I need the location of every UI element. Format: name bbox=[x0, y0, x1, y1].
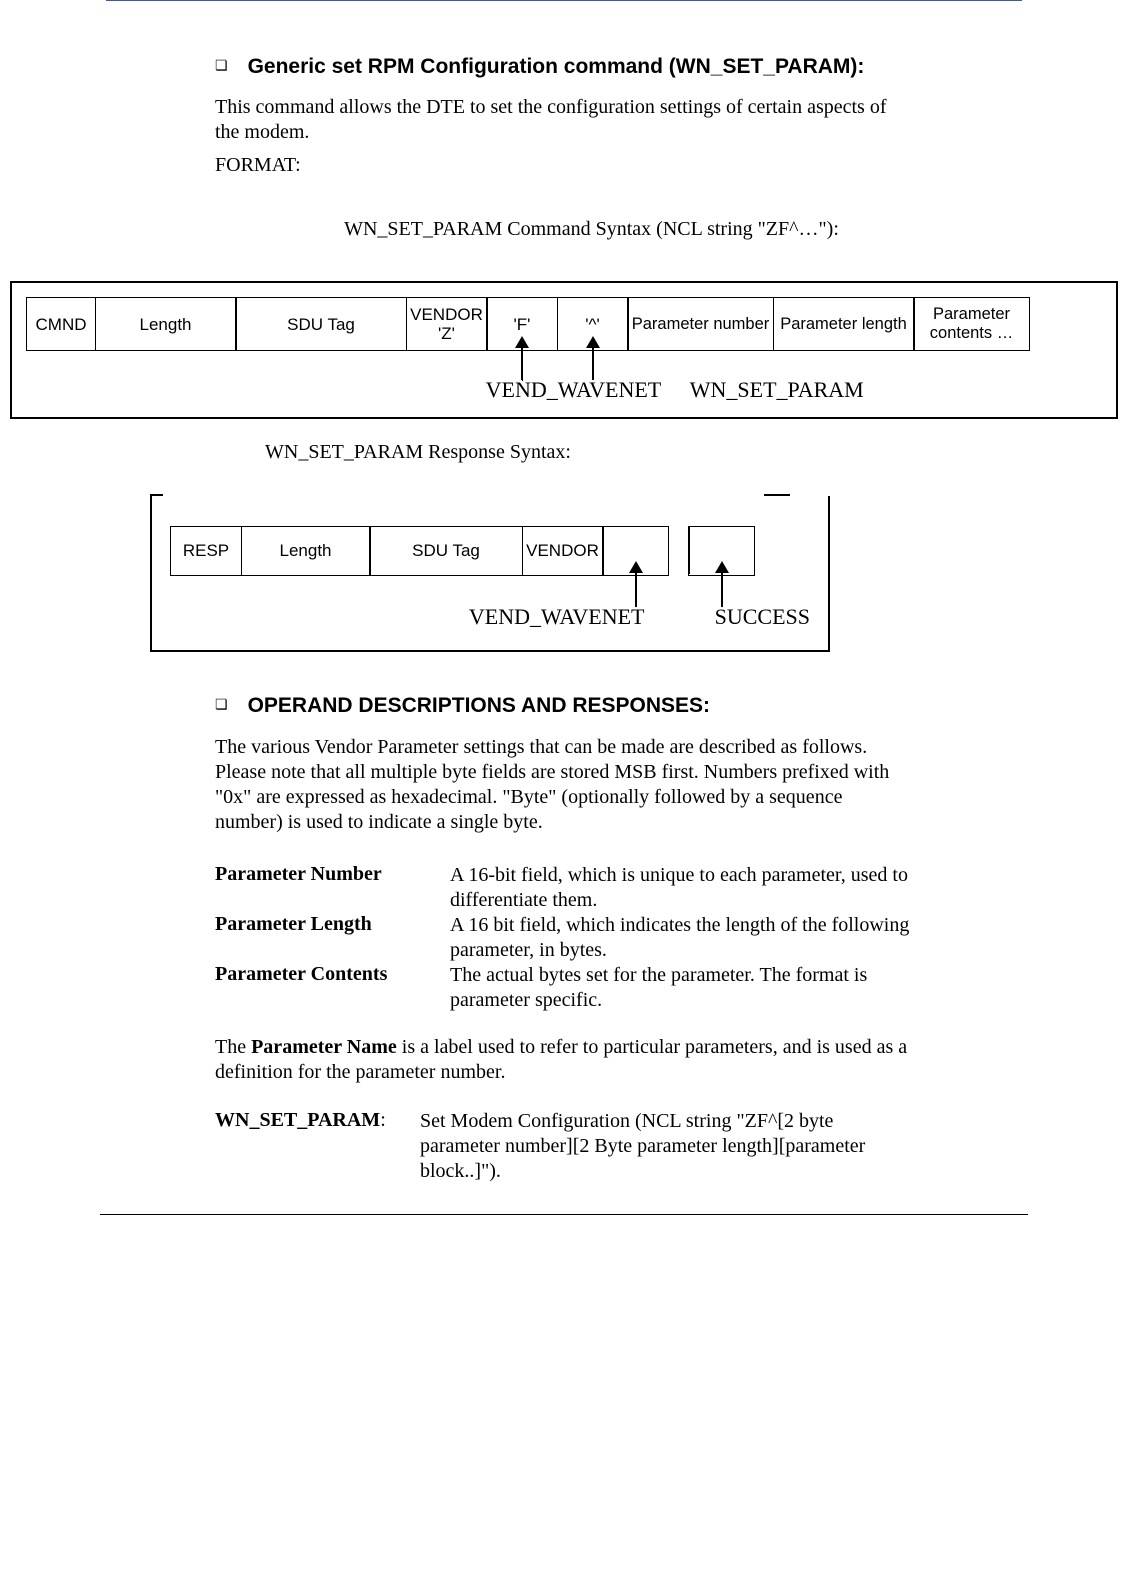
resp-cell-gap bbox=[668, 526, 690, 574]
command-defs: WN_SET_PARAM: Set Modem Configuration (N… bbox=[215, 1109, 913, 1184]
parameter-name-para: The Parameter Name is a label used to re… bbox=[215, 1035, 913, 1085]
cmd-cell-param-number: Parameter number bbox=[627, 297, 774, 351]
def-desc: A 16 bit field, which indicates the leng… bbox=[450, 913, 913, 963]
resp-cell-blank2 bbox=[688, 526, 755, 576]
cmd-label-vend: VEND_WAVENET bbox=[241, 377, 661, 403]
def-desc: A 16-bit field, which is unique to each … bbox=[450, 863, 913, 913]
def2-label-colon: : bbox=[380, 1109, 386, 1131]
cmd-cell-cmnd: CMND bbox=[26, 297, 96, 351]
def-label: Parameter Contents bbox=[215, 963, 450, 1013]
cmd-cell-length: Length bbox=[95, 297, 237, 351]
resp-label-vend: VEND_WAVENET bbox=[235, 604, 645, 630]
section1-heading-row: ❏ Generic set RPM Configuration command … bbox=[215, 53, 913, 81]
resp-cell-sdutag: SDU Tag bbox=[369, 526, 523, 576]
parameter-defs: Parameter Number A 16-bit field, which i… bbox=[215, 863, 913, 1013]
cmd-cell-F-text: 'F' bbox=[514, 315, 531, 335]
cmd-cell-F: 'F' bbox=[486, 297, 558, 351]
resp-cell-vendor: VENDOR bbox=[522, 526, 604, 576]
footer-center bbox=[563, 1217, 565, 1226]
section1-heading: Generic set RPM Configuration command (W… bbox=[248, 53, 865, 81]
bullet-icon: ❏ bbox=[215, 58, 228, 75]
def-row: Parameter Length A 16 bit field, which i… bbox=[215, 913, 913, 963]
page-header bbox=[100, 0, 1028, 3]
pn-pre: The bbox=[215, 1036, 251, 1058]
resp-syntax-title: WN_SET_PARAM Response Syntax: bbox=[265, 441, 913, 464]
def2-desc: Set Modem Configuration (NCL string "ZF^… bbox=[420, 1109, 913, 1184]
cmd-label-wnset: WN_SET_PARAM bbox=[667, 377, 887, 403]
cmd-cell-vendor-line1: VENDOR bbox=[410, 305, 483, 325]
def2-label-text: WN_SET_PARAM bbox=[215, 1109, 380, 1131]
cmd-labels-row: VEND_WAVENET WN_SET_PARAM bbox=[26, 377, 1102, 403]
cmd-cell-vendor: VENDOR 'Z' bbox=[406, 297, 488, 351]
def-row: Parameter Contents The actual bytes set … bbox=[215, 963, 913, 1013]
resp-labels-row: VEND_WAVENET SUCCESS bbox=[170, 604, 810, 630]
footer-right bbox=[1026, 1217, 1028, 1226]
resp-row: RESP Length SDU Tag VENDOR bbox=[170, 526, 810, 576]
def-row: Parameter Number A 16-bit field, which i… bbox=[215, 863, 913, 913]
cmd-cell-param-content-l1: Parameter bbox=[933, 305, 1010, 324]
cmd-cell-param-length: Parameter length bbox=[773, 297, 915, 351]
bullet-icon: ❏ bbox=[215, 697, 228, 714]
footer-left bbox=[100, 1217, 102, 1226]
pn-bold: Parameter Name bbox=[251, 1036, 397, 1058]
resp-cell-length: Length bbox=[241, 526, 371, 576]
footer-rule bbox=[100, 1214, 1028, 1215]
cmd-syntax-box: CMND Length SDU Tag VENDOR 'Z' 'F' '^' P… bbox=[10, 281, 1118, 419]
hdr-line bbox=[106, 0, 1022, 1]
footer-row bbox=[100, 1217, 1028, 1226]
format-label: FORMAT: bbox=[215, 153, 913, 178]
cmd-cell-caret-text: '^' bbox=[585, 315, 599, 335]
cmd-cell-sdutag: SDU Tag bbox=[235, 297, 407, 351]
def-label: Parameter Number bbox=[215, 863, 450, 913]
cmd-cell-caret: '^' bbox=[557, 297, 629, 351]
cmd-cell-param-content: Parameter contents … bbox=[913, 297, 1030, 351]
resp-top-border bbox=[150, 494, 790, 496]
resp-cell-resp: RESP bbox=[170, 526, 242, 576]
cmd-syntax-title: WN_SET_PARAM Command Syntax (NCL string … bbox=[55, 218, 1128, 241]
section1-para1: This command allows the DTE to set the c… bbox=[215, 95, 913, 145]
resp-cell-blank1 bbox=[602, 526, 669, 576]
section2-heading: OPERAND DESCRIPTIONS AND RESPONSES: bbox=[248, 692, 710, 720]
cmd-row: CMND Length SDU Tag VENDOR 'Z' 'F' '^' P… bbox=[26, 297, 1102, 351]
cmd-cell-vendor-line2: 'Z' bbox=[438, 324, 455, 344]
cmd-cell-param-content-l2: contents … bbox=[930, 324, 1013, 343]
def2-label: WN_SET_PARAM: bbox=[215, 1109, 420, 1184]
def-desc: The actual bytes set for the parameter. … bbox=[450, 963, 913, 1013]
section2-heading-row: ❏ OPERAND DESCRIPTIONS AND RESPONSES: bbox=[215, 692, 913, 720]
def2-row: WN_SET_PARAM: Set Modem Configuration (N… bbox=[215, 1109, 913, 1184]
def-label: Parameter Length bbox=[215, 913, 450, 963]
resp-syntax-box: RESP Length SDU Tag VENDOR VEND_WAVENET … bbox=[150, 496, 830, 652]
resp-label-success: SUCCESS bbox=[650, 604, 810, 630]
section2-para1: The various Vendor Parameter settings th… bbox=[215, 735, 913, 835]
